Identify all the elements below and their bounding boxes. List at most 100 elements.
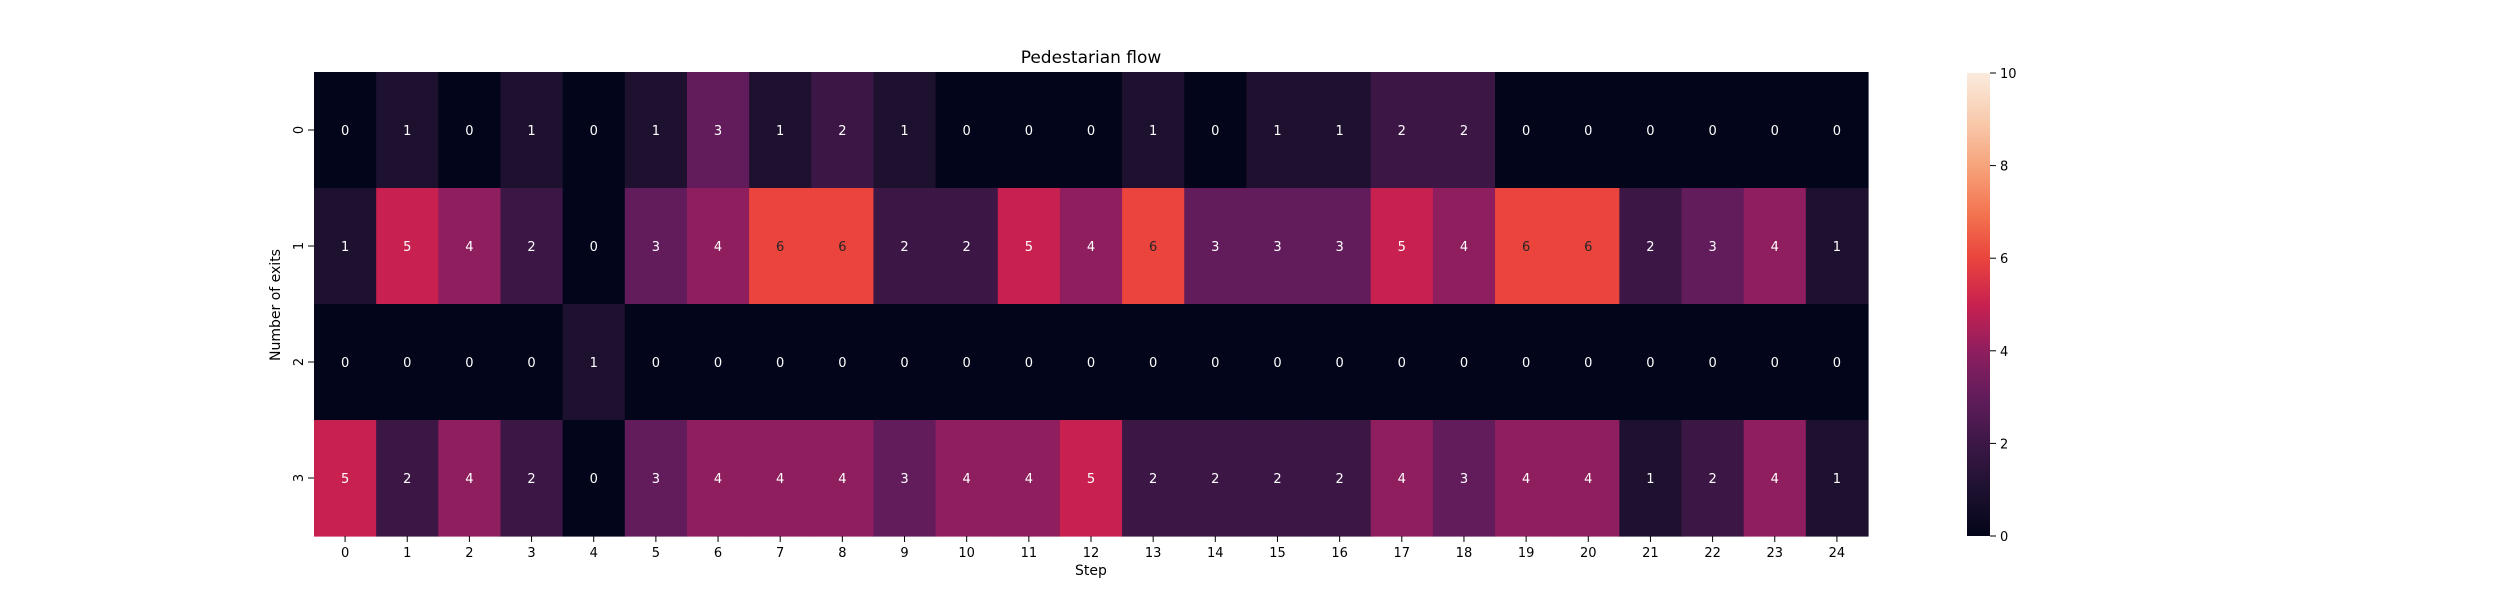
heatmap-cell bbox=[1743, 188, 1807, 305]
cell-value-label: 2 bbox=[1646, 240, 1654, 255]
cell-value-label: 1 bbox=[1646, 472, 1654, 487]
heatmap-cell bbox=[749, 420, 812, 537]
heatmap-cell bbox=[686, 304, 750, 421]
heatmap-cell bbox=[1557, 304, 1620, 421]
cell-value-label: 4 bbox=[714, 240, 722, 255]
cell-value-label: 4 bbox=[465, 240, 473, 255]
cell-value-label: 0 bbox=[900, 356, 908, 371]
cell-value-label: 0 bbox=[963, 124, 971, 139]
heatmap-cell bbox=[935, 188, 999, 305]
cell-value-label: 0 bbox=[590, 472, 598, 487]
heatmap-cell bbox=[1619, 188, 1683, 305]
cell-value-label: 0 bbox=[1211, 124, 1219, 139]
cell-value-label: 0 bbox=[465, 124, 473, 139]
heatmap-cell bbox=[997, 188, 1061, 305]
heatmap-cell bbox=[873, 188, 937, 305]
heatmap-cell bbox=[1495, 304, 1558, 421]
cell-value-label: 1 bbox=[652, 124, 660, 139]
x-tick-label: 15 bbox=[1269, 546, 1286, 561]
cell-value-label: 1 bbox=[341, 240, 349, 255]
heatmap-cell bbox=[1122, 72, 1185, 189]
heatmap-cell bbox=[1370, 304, 1434, 421]
heatmap-cell bbox=[1122, 304, 1185, 421]
heatmap-cell bbox=[1681, 188, 1745, 305]
heatmap-cell bbox=[811, 72, 875, 189]
x-tick-label: 13 bbox=[1145, 546, 1162, 561]
cell-value-label: 1 bbox=[403, 124, 411, 139]
heatmap-cell bbox=[500, 304, 564, 421]
cell-value-label: 0 bbox=[1646, 356, 1654, 371]
heatmap-cell bbox=[1184, 420, 1247, 537]
heatmap-cell bbox=[873, 420, 937, 537]
cell-value-label: 1 bbox=[1149, 124, 1157, 139]
heatmap-cell bbox=[873, 304, 937, 421]
heatmap-cell bbox=[1184, 304, 1247, 421]
heatmap-cell bbox=[873, 72, 937, 189]
cell-value-label: 6 bbox=[1522, 240, 1530, 255]
heatmap-cell bbox=[1557, 188, 1620, 305]
x-tick-label: 18 bbox=[1456, 546, 1473, 561]
heatmap-cell bbox=[1308, 420, 1372, 537]
heatmap-cell bbox=[1743, 72, 1807, 189]
heatmap-cell bbox=[624, 420, 688, 537]
x-tick-label: 17 bbox=[1394, 546, 1411, 561]
heatmap-cell bbox=[1619, 304, 1683, 421]
x-tick-label: 16 bbox=[1331, 546, 1348, 561]
heatmap-cell bbox=[749, 72, 812, 189]
cell-value-label: 5 bbox=[1398, 240, 1406, 255]
heatmap-cell bbox=[1743, 420, 1807, 537]
cell-value-label: 0 bbox=[341, 356, 349, 371]
cell-value-label: 2 bbox=[527, 472, 535, 487]
heatmap-cell bbox=[811, 304, 875, 421]
cell-value-label: 0 bbox=[403, 356, 411, 371]
cell-value-label: 4 bbox=[1087, 240, 1095, 255]
heatmap-cell bbox=[376, 304, 439, 421]
cell-value-label: 3 bbox=[1335, 240, 1343, 255]
heatmap-cell bbox=[686, 188, 750, 305]
cell-value-label: 2 bbox=[1460, 124, 1468, 139]
heatmap-cell bbox=[314, 420, 377, 537]
heatmap-cell bbox=[314, 188, 377, 305]
cell-value-label: 2 bbox=[1273, 472, 1281, 487]
cell-value-label: 0 bbox=[1771, 356, 1779, 371]
cell-value-label: 0 bbox=[1708, 356, 1716, 371]
heatmap-cell bbox=[1805, 72, 1869, 189]
cell-value-label: 2 bbox=[403, 472, 411, 487]
x-tick-label: 7 bbox=[776, 546, 784, 561]
cell-value-label: 4 bbox=[963, 472, 971, 487]
cell-value-label: 0 bbox=[776, 356, 784, 371]
heatmap-cell bbox=[1495, 72, 1558, 189]
cell-value-label: 4 bbox=[1522, 472, 1530, 487]
cell-value-label: 0 bbox=[1149, 356, 1157, 371]
x-tick-label: 8 bbox=[838, 546, 846, 561]
cell-value-label: 4 bbox=[1771, 240, 1779, 255]
colorbar-tick-label: 0 bbox=[2000, 530, 2008, 545]
heatmap-cell bbox=[1308, 188, 1372, 305]
heatmap-cell bbox=[438, 188, 502, 305]
x-axis: 0 1 2 3 4 5 6 7 8 9 10 11 12 13 14 15 16 17 18 19 20 21 22 23 24 bbox=[341, 536, 1845, 561]
cell-value-label: 0 bbox=[465, 356, 473, 371]
cell-value-label: 0 bbox=[1025, 356, 1033, 371]
heatmap-cell bbox=[500, 420, 564, 537]
cell-value-labels: 0 1 0 1 0 1 3 1 2 1 0 0 0 1 0 1 1 2 2 0 0 0 0 0 0 1 5 4 2 0 3 4 6 6 2 2 5 4 6 3… bbox=[341, 124, 1841, 487]
cell-value-label: 1 bbox=[1335, 124, 1343, 139]
cell-value-label: 1 bbox=[1833, 472, 1841, 487]
x-tick-label: 24 bbox=[1829, 546, 1846, 561]
cell-value-label: 0 bbox=[1833, 124, 1841, 139]
cell-value-label: 0 bbox=[1708, 124, 1716, 139]
heatmap-cell bbox=[1681, 420, 1745, 537]
cell-value-label: 3 bbox=[1708, 240, 1716, 255]
cell-value-label: 0 bbox=[1211, 356, 1219, 371]
heatmap-cell bbox=[749, 188, 812, 305]
cell-value-label: 0 bbox=[341, 124, 349, 139]
heatmap-cell bbox=[376, 188, 439, 305]
x-tick-label: 6 bbox=[714, 546, 722, 561]
heatmap-cell bbox=[1184, 188, 1247, 305]
heatmap-cell bbox=[1059, 72, 1123, 189]
cell-value-label: 3 bbox=[652, 472, 660, 487]
x-tick-label: 21 bbox=[1642, 546, 1659, 561]
cell-value-label: 5 bbox=[341, 472, 349, 487]
cell-value-label: 2 bbox=[838, 124, 846, 139]
x-tick-label: 22 bbox=[1704, 546, 1721, 561]
colorbar-tick-label: 10 bbox=[2000, 67, 2017, 82]
